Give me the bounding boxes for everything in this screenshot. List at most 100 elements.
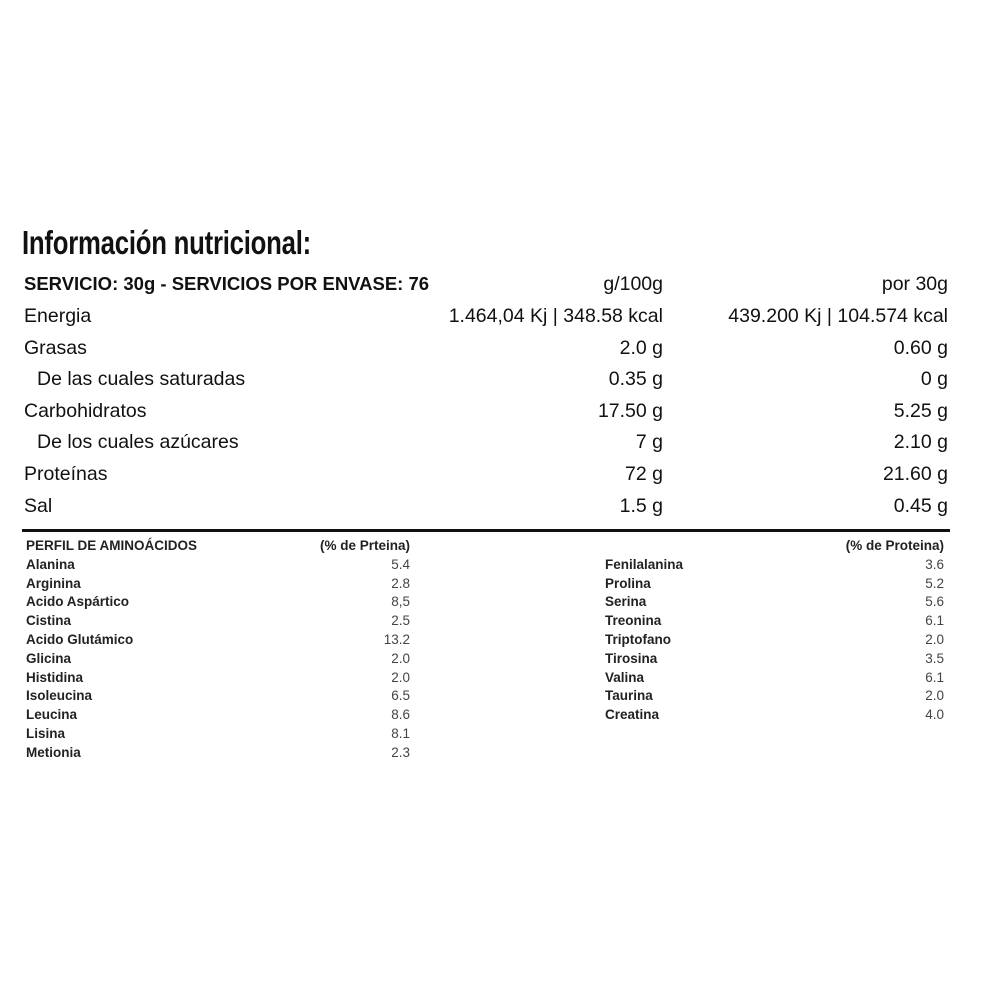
amino-value: 6.1 [925, 669, 944, 685]
nutrient-per-serving: 5.25 g [893, 399, 948, 422]
amino-name: Taurina [605, 688, 653, 704]
amino-name: Treonina [605, 613, 662, 629]
amino-row: Fenilalanina 3.6 [605, 557, 944, 576]
amino-value: 5.6 [925, 594, 944, 610]
col-serving-header: por 30g [881, 273, 948, 295]
nutrient-per100: 7 g [635, 431, 663, 454]
amino-name: Metionia [26, 744, 81, 760]
amino-value: 2.0 [391, 669, 410, 685]
nutrient-per100: 0.35 g [608, 368, 663, 391]
amino-row: Leucina 8.6 [26, 707, 410, 726]
amino-row: Serina 5.6 [605, 594, 944, 613]
serving-info: SERVICIO: 30g - SERVICIOS POR ENVASE: 76 [24, 273, 430, 294]
nutrient-per100: 1.5 g [619, 494, 663, 517]
nutrient-label: Proteínas [24, 463, 108, 485]
amino-value: 2.5 [391, 613, 410, 629]
amino-row: Prolina 5.2 [605, 576, 944, 595]
amino-row: Cistina 2.5 [26, 613, 410, 632]
amino-value: 2.3 [391, 744, 410, 760]
amino-row: Arginina 2.8 [26, 576, 410, 595]
nutrient-per-serving: 439.200 Kj | 104.574 kcal [728, 305, 948, 327]
nutrient-per100: 72 g [625, 463, 663, 485]
nutrient-row: De las cuales saturadas 0.35 g 0 g [24, 368, 948, 399]
amino-row: Metionia 2.3 [26, 745, 410, 764]
amino-value: 8.1 [391, 726, 410, 741]
nutrient-label: Carbohidratos [24, 399, 147, 422]
amino-row: Isoleucina 6.5 [26, 688, 410, 707]
amino-value: 2.0 [925, 688, 944, 704]
nutrient-row: Proteínas 72 g 21.60 g [24, 463, 948, 494]
nutrient-row: Sal 1.5 g 0.45 g [24, 495, 948, 526]
amino-name: Arginina [26, 575, 81, 591]
amino-name: Prolina [605, 575, 651, 591]
amino-row: Taurina 2.0 [605, 688, 944, 707]
amino-value: 4.0 [925, 707, 944, 723]
amino-row: Lisina 8.1 [26, 726, 410, 745]
amino-row: Tirosina 3.5 [605, 651, 944, 670]
nutrient-label: Energia [24, 305, 92, 327]
amino-name: Valina [605, 669, 645, 685]
amino-name: Cistina [26, 613, 72, 629]
amino-value: 8.6 [391, 707, 410, 723]
amino-row: Glicina 2.0 [26, 651, 410, 670]
amino-row: Alanina 5.4 [26, 557, 410, 576]
nutrient-per-serving: 21.60 g [882, 463, 948, 485]
amino-row: Treonina 6.1 [605, 613, 944, 632]
amino-row: Triptofano 2.0 [605, 632, 944, 651]
nutrient-per-serving: 0.45 g [893, 494, 948, 517]
amino-name: Isoleucina [26, 688, 93, 704]
nutrient-row: De los cuales azúcares 7 g 2.10 g [24, 431, 948, 462]
amino-name: Acido Aspártico [26, 594, 130, 610]
amino-unit: (% de Proteina) [845, 538, 944, 553]
amino-name: Alanina [26, 556, 75, 572]
amino-value: 2.0 [925, 632, 944, 647]
col-per100-header: g/100g [603, 273, 663, 295]
amino-value: 3.5 [925, 650, 944, 666]
nutrient-row: Grasas 2.0 g 0.60 g [24, 337, 948, 368]
amino-title: PERFIL DE AMINOÁCIDOS [26, 538, 198, 553]
nutrient-label: De las cuales saturadas [37, 368, 246, 391]
nutrient-label: Sal [24, 494, 53, 517]
nutrient-per-serving: 0 g [920, 368, 948, 391]
amino-row: Creatina 4.0 [605, 707, 944, 726]
amino-name: Fenilalanina [605, 556, 684, 572]
amino-unit: (% de Prteina) [319, 538, 410, 553]
amino-name: Triptofano [605, 632, 671, 647]
amino-name: Creatina [605, 707, 660, 723]
amino-name: Serina [605, 594, 647, 610]
amino-value: 3.6 [925, 556, 944, 572]
amino-header: (% de Proteina) [605, 538, 944, 557]
amino-name: Glicina [26, 650, 72, 666]
amino-value: 13.2 [383, 632, 410, 647]
amino-row: Acido Aspártico 8,5 [26, 594, 410, 613]
divider [22, 529, 950, 532]
amino-value: 2.8 [391, 575, 410, 591]
amino-value: 2.0 [391, 650, 410, 666]
amino-row: Histidina 2.0 [26, 670, 410, 689]
amino-value: 6.1 [925, 613, 944, 629]
nutrient-per-serving: 2.10 g [893, 431, 948, 454]
nutrient-per100: 2.0 g [619, 336, 663, 359]
nutrient-per100: 17.50 g [597, 399, 663, 422]
page-title: Información nutricional: [22, 224, 311, 261]
nutrient-per100: 1.464,04 Kj | 348.58 kcal [448, 305, 663, 327]
amino-row: Valina 6.1 [605, 670, 944, 689]
amino-name: Tirosina [605, 650, 658, 666]
nutrient-label: De los cuales azúcares [37, 431, 239, 454]
amino-name: Acido Glutámico [26, 632, 134, 647]
amino-header: PERFIL DE AMINOÁCIDOS (% de Prteina) [26, 538, 410, 557]
nutrient-per-serving: 0.60 g [893, 336, 948, 359]
nutrient-label: Grasas [24, 336, 87, 359]
nutrient-row: Energia 1.464,04 Kj | 348.58 kcal 439.20… [24, 305, 948, 336]
amino-value: 8,5 [391, 594, 410, 610]
nutrient-row: Carbohidratos 17.50 g 5.25 g [24, 400, 948, 431]
amino-name: Lisina [26, 726, 66, 741]
serving-header: SERVICIO: 30g - SERVICIOS POR ENVASE: 76… [24, 273, 948, 304]
amino-row: Acido Glutámico 13.2 [26, 632, 410, 651]
amino-value: 6.5 [391, 688, 410, 704]
amino-value: 5.2 [925, 575, 944, 591]
amino-value: 5.4 [391, 556, 410, 572]
amino-name: Histidina [26, 669, 84, 685]
amino-name: Leucina [26, 707, 78, 723]
